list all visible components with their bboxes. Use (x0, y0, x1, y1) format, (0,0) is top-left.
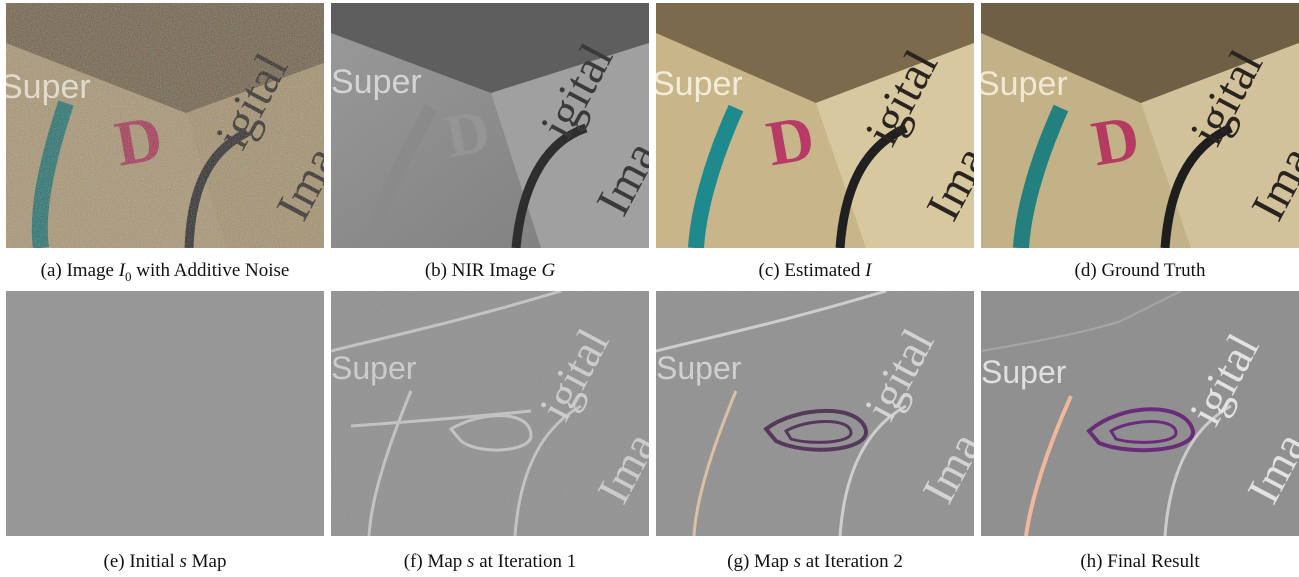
super-text: Super (981, 354, 1067, 390)
caption-f: (f) Map s at Iteration 1 (403, 551, 577, 572)
caption-a: (a) Image I0 with Additive Noise (40, 260, 290, 284)
super-text: Super (981, 65, 1068, 103)
panel-h-image: Super igital Ima (981, 291, 1299, 536)
final-result-map: Super igital Ima (981, 291, 1299, 536)
caption-b: (b) NIR Image G (424, 260, 556, 281)
ground-truth-image: Super D igital Ima (981, 3, 1299, 248)
panel-c-image: Super D igital Ima (656, 3, 974, 248)
caption-d: (d) Ground Truth (1074, 260, 1206, 281)
super-text: Super (656, 65, 743, 103)
panel-a-image: Super D igital Ima (6, 3, 324, 248)
s-map-iteration-2: Super igital Ima (656, 291, 974, 536)
panel-e-image (6, 291, 324, 536)
noisy-image: Super D igital Ima (6, 3, 324, 248)
initial-s-map (6, 291, 324, 536)
panel-b-image: Super D igital Ima (331, 3, 649, 248)
s-map-iteration-1: Super igital Ima (331, 291, 649, 536)
super-text: Super (331, 63, 422, 101)
panel-d-image: Super D igital Ima (981, 3, 1299, 248)
caption-h: (h) Final Result (1080, 551, 1200, 572)
caption-c: (c) Estimated I (758, 260, 872, 281)
panel-g-image: Super igital Ima (656, 291, 974, 536)
nir-image: Super D igital Ima (331, 3, 649, 248)
panel-f-image: Super igital Ima (331, 291, 649, 536)
caption-e: (e) Initial s Map (103, 551, 227, 572)
estimated-image: Super D igital Ima (656, 3, 974, 248)
caption-g: (g) Map s at Iteration 2 (727, 551, 903, 572)
